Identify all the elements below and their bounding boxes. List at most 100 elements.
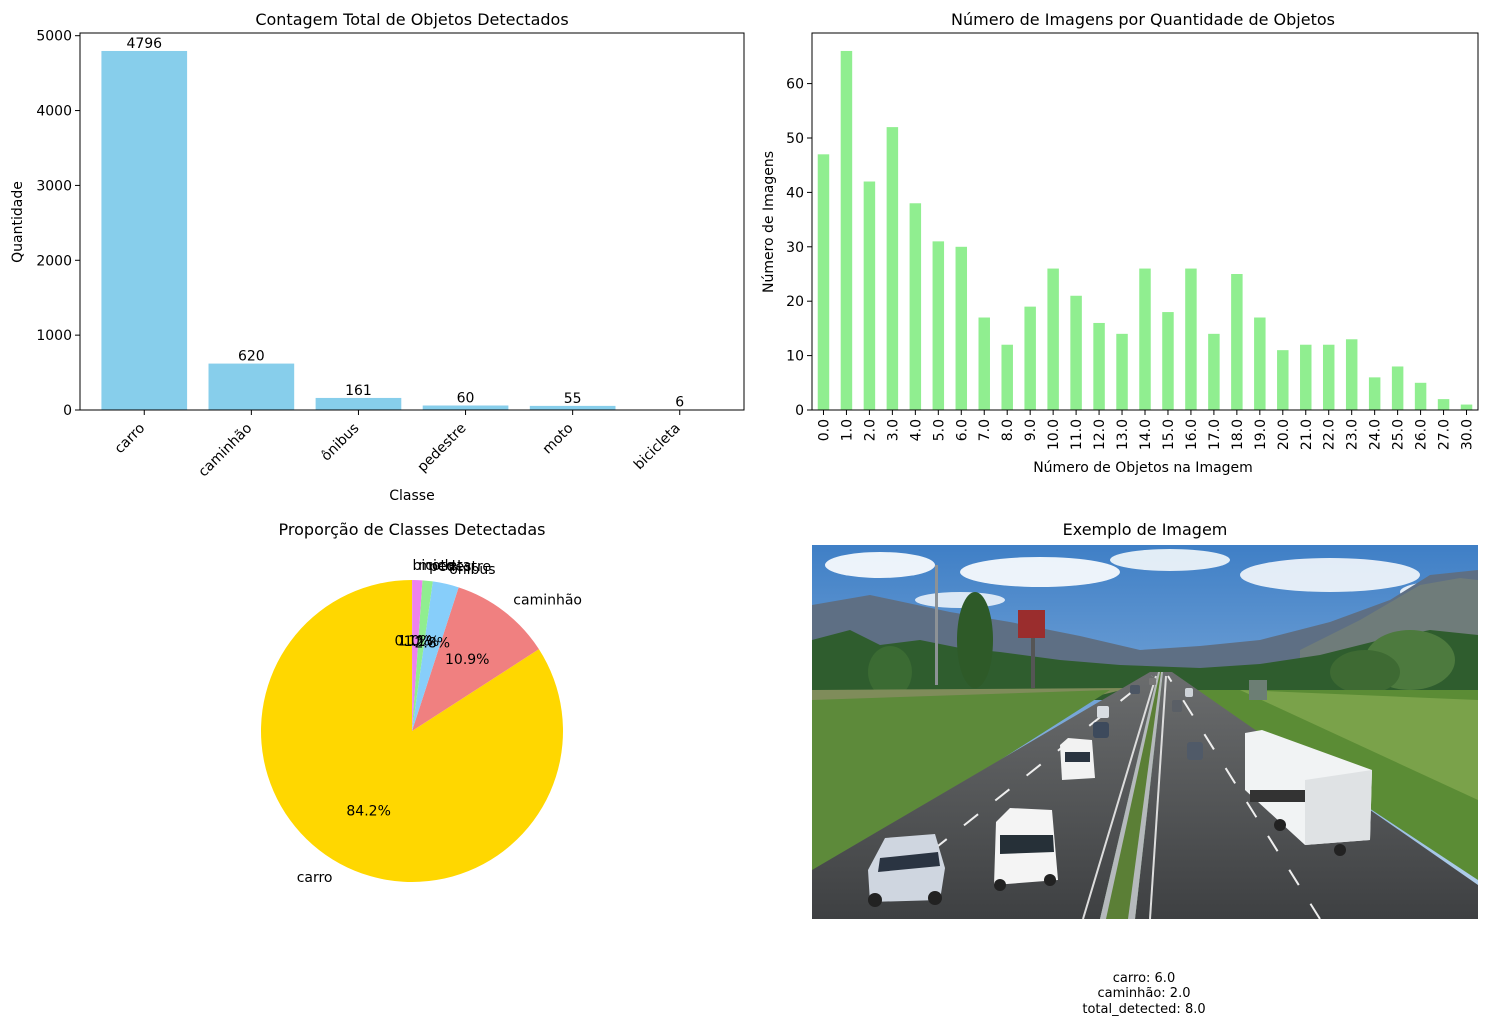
class-count-x-ticks: carro caminhão ônibus pedestre moto bicicleta <box>112 410 684 480</box>
example-traffic-photo <box>812 545 1478 919</box>
objects-per-image-y-tick-label: 40 <box>786 185 804 201</box>
objects-per-image-x-tick-label: 9.0 <box>1023 419 1039 441</box>
example-image-title: Exemplo de Imagem <box>1063 520 1228 539</box>
objects-per-image-x-tick-label: 7.0 <box>977 419 993 441</box>
pie-slice <box>412 581 459 731</box>
class-count-data-label: 6 <box>675 395 684 411</box>
objects-per-image-x-tick-label: 14.0 <box>1138 419 1154 450</box>
pie-category-label: moto <box>418 558 454 574</box>
class-count-x-tick-label: bicicleta <box>631 420 684 473</box>
class-count-bar <box>529 405 616 410</box>
objects-per-image-bar <box>1391 366 1404 410</box>
objects-per-image-x-tick-label: 1.0 <box>839 419 855 441</box>
pie-percent-label: 10.9% <box>445 652 489 668</box>
pie-percent-label: 84.2% <box>346 804 390 820</box>
objects-per-image-x-tick-label: 18.0 <box>1230 419 1246 450</box>
objects-per-image-x-tick-label: 3.0 <box>885 419 901 441</box>
caption-line-total: total_detected: 8.0 <box>1082 1002 1205 1017</box>
objects-per-image-bar <box>1093 322 1105 410</box>
pie-slice <box>412 580 423 731</box>
class-count-data-label: 55 <box>564 391 582 407</box>
objects-per-image-x-tick-label: 21.0 <box>1299 419 1315 450</box>
caption-line-carro: carro: 6.0 <box>1113 971 1175 986</box>
pie-percent-label: 1.0% <box>398 633 434 649</box>
objects-per-image-x-tick-label: 10.0 <box>1046 419 1062 450</box>
objects-per-image-bar <box>863 181 876 410</box>
pie-category-label: ônibus <box>449 562 495 578</box>
class-count-axes-frame <box>79 32 745 411</box>
objects-per-image-bars <box>817 50 1473 410</box>
objects-per-image-bar <box>1047 268 1059 410</box>
objects-per-image-x-tick-label: 16.0 <box>1184 419 1200 450</box>
objects-per-image-x-tick-label: 22.0 <box>1322 419 1338 450</box>
objects-per-image-x-tick-label: 19.0 <box>1253 419 1269 450</box>
objects-per-image-bar <box>1414 382 1427 410</box>
objects-per-image-bar <box>840 50 853 410</box>
objects-per-image-x-tick-label: 11.0 <box>1069 419 1085 450</box>
class-count-y-label: Quantidade <box>10 181 26 263</box>
objects-per-image-bar <box>955 246 968 410</box>
objects-per-image-x-tick-label: 5.0 <box>931 419 947 441</box>
objects-per-image-x-tick-label: 24.0 <box>1368 419 1384 450</box>
class-count-y-tick-label: 3000 <box>36 178 72 194</box>
objects-per-image-x-tick-label: 6.0 <box>954 419 970 441</box>
objects-per-image-bar <box>978 317 990 410</box>
class-proportion-labels: carro 84.2% caminhão 10.9% ônibus 2.8% pedestr… <box>297 558 582 886</box>
class-count-bar <box>315 397 402 410</box>
objects-per-image-bar <box>1254 317 1266 410</box>
objects-per-image-y-tick-label: 0 <box>795 403 804 419</box>
objects-per-image-x-tick-label: 4.0 <box>908 419 924 441</box>
objects-per-image-chart: Número de Imagens por Quantidade de Obje… <box>761 10 1479 476</box>
class-count-y-tick-label: 5000 <box>36 29 72 45</box>
caption-line-caminhao: caminhão: 2.0 <box>1098 986 1191 1001</box>
pie-category-label: bicicleta <box>413 558 472 574</box>
class-count-title: Contagem Total de Objetos Detectados <box>255 10 568 29</box>
example-image-panel: Exemplo de Imagem <box>812 520 1478 1017</box>
pie-percent-label: 0.1% <box>394 633 430 649</box>
class-count-data-label: 4796 <box>126 36 162 52</box>
objects-per-image-y-tick-label: 20 <box>786 294 804 310</box>
class-count-data-label: 620 <box>238 349 265 365</box>
class-count-x-tick-label: caminhão <box>195 420 255 480</box>
class-count-y-ticks: 0 1000 2000 3000 4000 5000 <box>36 29 80 419</box>
objects-per-image-bar <box>1322 344 1335 410</box>
class-proportion-title: Proporção de Classes Detectadas <box>279 520 546 539</box>
objects-per-image-y-label: Número de Imagens <box>761 151 777 293</box>
objects-per-image-bar <box>1277 350 1289 410</box>
pie-category-label: caminhão <box>513 592 582 608</box>
objects-per-image-x-tick-label: 2.0 <box>862 419 878 441</box>
objects-per-image-bar <box>1162 312 1174 410</box>
class-count-bar <box>101 50 188 410</box>
class-count-x-tick-label: moto <box>540 420 577 457</box>
pie-category-label: pedestre <box>429 559 491 575</box>
pie-slice <box>412 580 413 731</box>
objects-per-image-x-tick-label: 20.0 <box>1276 419 1292 450</box>
objects-per-image-bar <box>1116 333 1128 410</box>
pie-percent-label: 2.8% <box>415 636 451 652</box>
objects-per-image-x-tick-label: 0.0 <box>816 419 832 441</box>
objects-per-image-bar <box>1231 273 1243 410</box>
objects-per-image-y-tick-label: 30 <box>786 240 804 256</box>
objects-per-image-bar <box>1300 344 1312 410</box>
objects-per-image-bar <box>817 154 830 410</box>
class-count-y-tick-label: 4000 <box>36 104 72 120</box>
objects-per-image-bar <box>1185 268 1197 410</box>
class-count-bar <box>422 405 509 410</box>
objects-per-image-bar <box>932 241 945 410</box>
class-count-chart: Contagem Total de Objetos Detectados 479… <box>10 10 745 504</box>
class-proportion-chart: Proporção de Classes Detectadas carro 84.… <box>260 520 582 886</box>
objects-per-image-bar <box>1368 377 1381 410</box>
pie-slice <box>412 587 539 731</box>
class-count-y-tick-label: 1000 <box>36 328 72 344</box>
objects-per-image-x-tick-label: 26.0 <box>1414 419 1430 450</box>
objects-per-image-y-ticks: 0 10 20 30 40 50 60 <box>786 77 812 419</box>
objects-per-image-bar <box>1001 344 1013 410</box>
objects-per-image-bar <box>1460 404 1473 410</box>
class-count-x-tick-label: ônibus <box>318 420 362 464</box>
objects-per-image-title: Número de Imagens por Quantidade de Obje… <box>951 10 1335 29</box>
objects-per-image-x-ticks: 0.0 1.0 2.0 3.0 4.0 5.0 6.0 7.0 8.0 9.0 10.0 11.0 12… <box>816 410 1476 450</box>
objects-per-image-x-tick-label: 25.0 <box>1391 419 1407 450</box>
class-count-bar <box>208 363 295 410</box>
class-count-x-tick-label: pedestre <box>414 420 469 475</box>
